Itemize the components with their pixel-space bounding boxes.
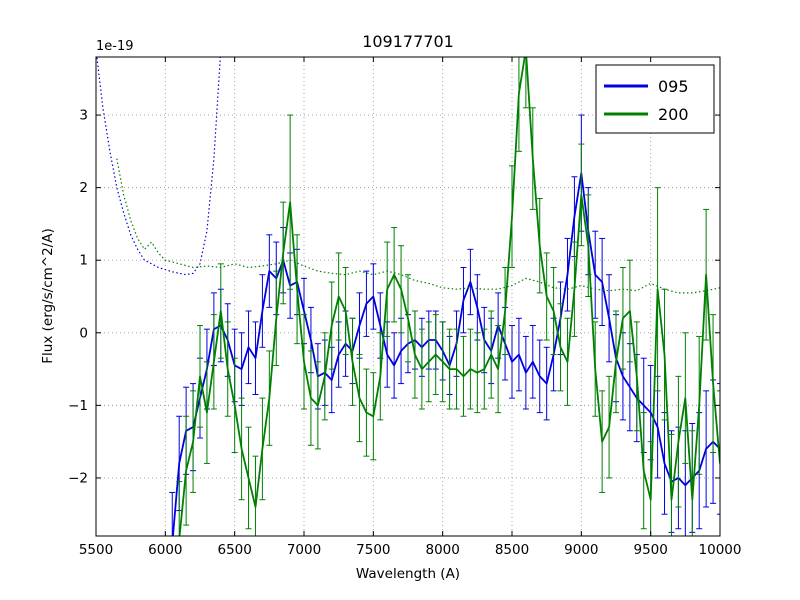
series-095-noise: [96, 57, 221, 276]
x-tick-label: 10000: [699, 542, 742, 558]
data-series: [96, 57, 720, 536]
x-tick-label: 6500: [217, 542, 251, 558]
y-tick-label: 0: [79, 325, 88, 341]
y-tick-label: 1: [79, 253, 88, 269]
y-tick-label: 3: [79, 108, 88, 124]
legend-box: [595, 64, 715, 134]
axes-frame: [95, 56, 721, 537]
series-line-200: [178, 57, 720, 536]
y-axis-offset-label: 1e-19: [96, 39, 134, 54]
x-tick-label: 8500: [495, 542, 529, 558]
legend: 095 200: [595, 64, 715, 134]
series-line-095: [172, 172, 720, 536]
legend-label-095: 095: [658, 77, 689, 96]
chart-title: 109177701: [362, 32, 454, 51]
series-line-200-noise: [116, 158, 720, 294]
x-tick-label: 7000: [287, 542, 321, 558]
y-tick-label: −1: [68, 398, 88, 414]
y-tick-label: −2: [68, 470, 88, 486]
x-tick-label: 6000: [148, 542, 182, 558]
y-tick-label: 2: [79, 180, 88, 196]
x-tick-label: 5500: [79, 542, 113, 558]
x-tick-label: 8000: [425, 542, 459, 558]
y-axis-label: Flux (erg/s/cm^2/A): [40, 228, 56, 363]
axis-ticks: 5500 6000 6500 7000 7500 8000 8500 9000 9500 1000…: [68, 57, 741, 558]
x-tick-label: 9000: [564, 542, 598, 558]
x-axis-label: Wavelength (A): [356, 566, 460, 582]
x-tick-label: 7500: [356, 542, 390, 558]
series-line-095-noise: [96, 57, 221, 276]
legend-label-200: 200: [658, 105, 689, 124]
x-tick-label: 9500: [633, 542, 667, 558]
series-200: [176, 57, 720, 536]
series-200-noise: [116, 158, 720, 294]
